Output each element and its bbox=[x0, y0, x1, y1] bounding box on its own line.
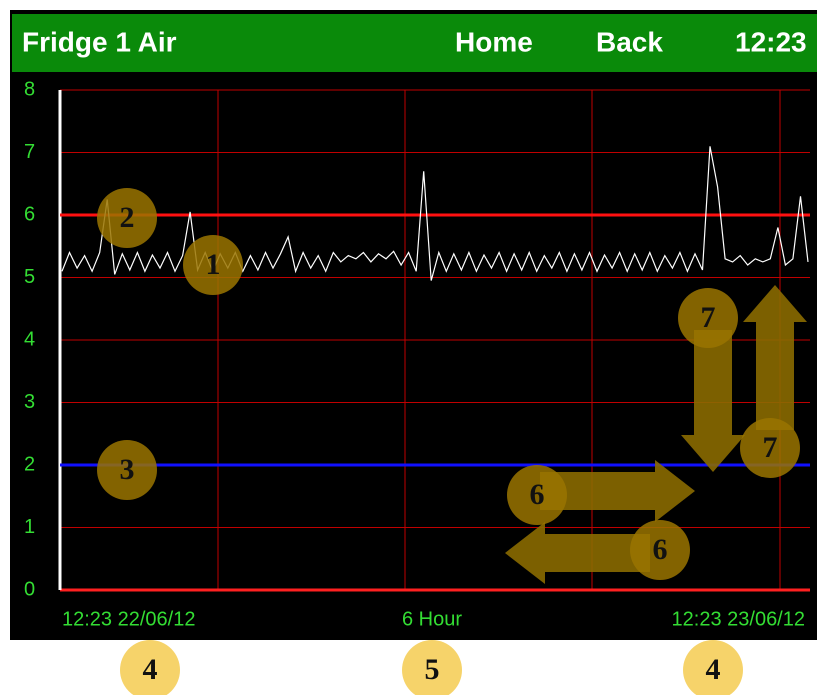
annotations: 1 2 3 4 5 4 6 6 7 7 bbox=[97, 188, 800, 695]
home-button[interactable]: Home bbox=[455, 26, 533, 57]
arrow-right bbox=[540, 460, 695, 522]
y-tick-label: 1 bbox=[24, 516, 35, 538]
annotation-number: 4 bbox=[143, 653, 158, 686]
annotation-number: 2 bbox=[120, 201, 135, 234]
y-tick-label: 5 bbox=[24, 266, 35, 288]
annotation-number: 7 bbox=[701, 301, 716, 334]
annotation-circle bbox=[183, 235, 243, 295]
annotation-circle bbox=[97, 188, 157, 248]
annotation-number: 4 bbox=[706, 653, 721, 686]
y-tick-label: 4 bbox=[24, 328, 35, 350]
y-tick-label: 7 bbox=[24, 141, 35, 163]
y-tick-label: 8 bbox=[24, 78, 35, 100]
annotation-circle bbox=[402, 640, 462, 695]
arrow-up bbox=[743, 285, 807, 430]
annotation-circle bbox=[683, 640, 743, 695]
annotation-number: 3 bbox=[120, 453, 135, 486]
annotation-circle bbox=[740, 418, 800, 478]
annotation-number: 7 bbox=[763, 431, 778, 464]
annotation-circle bbox=[97, 440, 157, 500]
y-tick-label: 0 bbox=[24, 578, 35, 600]
annotation-number: 5 bbox=[425, 653, 440, 686]
annotation-circle bbox=[630, 520, 690, 580]
annotation-circle bbox=[678, 288, 738, 348]
x-tick-label: 6 Hour bbox=[402, 608, 462, 630]
plot: 0 1 2 3 4 5 6 7 8 12:23 22/06/12 6 Hour 12:23 23/06… bbox=[24, 78, 810, 630]
annotation-number: 6 bbox=[530, 478, 545, 511]
title: Fridge 1 Air bbox=[22, 26, 177, 57]
temperature-line bbox=[61, 146, 809, 281]
annotation-number: 6 bbox=[653, 533, 668, 566]
arrow-left bbox=[505, 522, 650, 584]
annotation-circle bbox=[507, 465, 567, 525]
y-tick-label: 2 bbox=[24, 453, 35, 475]
y-tick-label: 6 bbox=[24, 203, 35, 225]
arrows bbox=[505, 285, 807, 584]
x-tick-label: 12:23 23/06/12 bbox=[672, 608, 805, 630]
clock: 12:23 bbox=[735, 26, 807, 57]
annotation-number: 1 bbox=[206, 248, 221, 281]
y-tick-label: 3 bbox=[24, 391, 35, 413]
x-tick-label: 12:23 22/06/12 bbox=[62, 608, 195, 630]
annotation-circle bbox=[120, 640, 180, 695]
back-button[interactable]: Back bbox=[596, 26, 663, 57]
arrow-down bbox=[681, 330, 745, 472]
header-bar bbox=[12, 14, 817, 72]
